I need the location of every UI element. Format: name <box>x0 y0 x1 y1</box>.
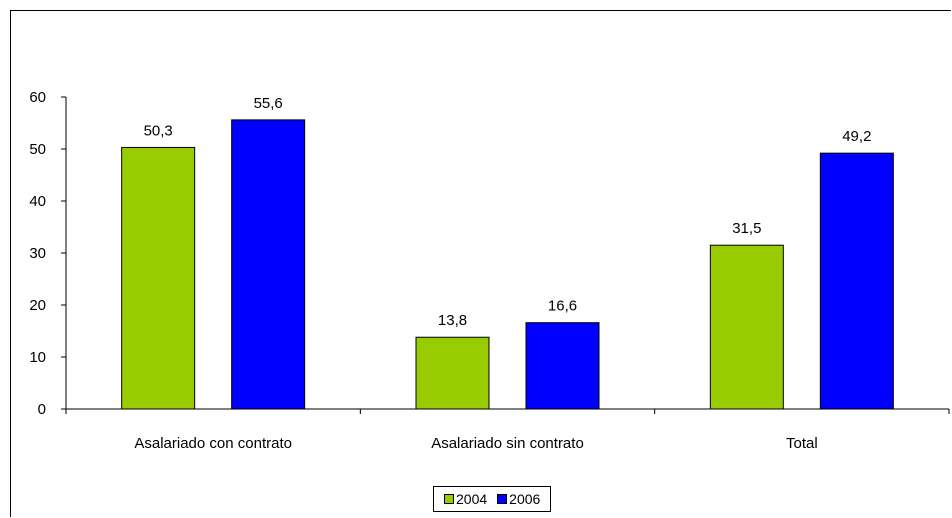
legend-item-2004: 2004 <box>444 491 487 507</box>
data-label-2006: 16,6 <box>548 298 577 315</box>
y-tick-label: 40 <box>29 193 46 210</box>
legend-label-2006: 2006 <box>509 491 541 507</box>
y-tick-label: 50 <box>29 141 46 158</box>
bar-2006 <box>231 119 306 410</box>
x-category-label: Total <box>786 435 818 452</box>
legend-label-2004: 2004 <box>456 491 488 507</box>
chart-data-labels: 50,3 55,6 13,8 16,6 31,5 49,2 <box>144 95 872 329</box>
y-tick-label: 30 <box>29 245 46 262</box>
y-tick-label: 20 <box>29 297 46 314</box>
bar-2006 <box>819 152 894 410</box>
y-tick-label: 0 <box>38 401 46 418</box>
data-label-2006: 49,2 <box>842 128 871 145</box>
data-label-2004: 13,8 <box>438 312 467 329</box>
bar-2004 <box>709 244 784 410</box>
bar-2004 <box>415 336 490 410</box>
bar-2006 <box>525 322 600 410</box>
chart-legend: 2004 2006 <box>433 486 552 512</box>
data-label-2006: 55,6 <box>254 95 283 112</box>
data-label-2004: 50,3 <box>144 122 173 139</box>
y-tick-label: 60 <box>29 89 46 106</box>
y-tick-label: 10 <box>29 349 46 366</box>
data-label-2004: 31,5 <box>732 220 761 237</box>
legend-item-2006: 2006 <box>497 491 540 507</box>
chart-bars <box>121 119 894 410</box>
chart-area <box>10 10 951 517</box>
x-category-label: Asalariado con contrato <box>134 435 292 452</box>
bar-2004 <box>121 146 196 410</box>
legend-swatch-2004 <box>444 494 454 504</box>
x-category-label: Asalariado sin contrato <box>431 435 584 452</box>
legend-swatch-2006 <box>497 494 508 504</box>
chart-axes: 0 10 20 30 40 50 60 Asalariado con contrato Asal… <box>29 89 950 452</box>
